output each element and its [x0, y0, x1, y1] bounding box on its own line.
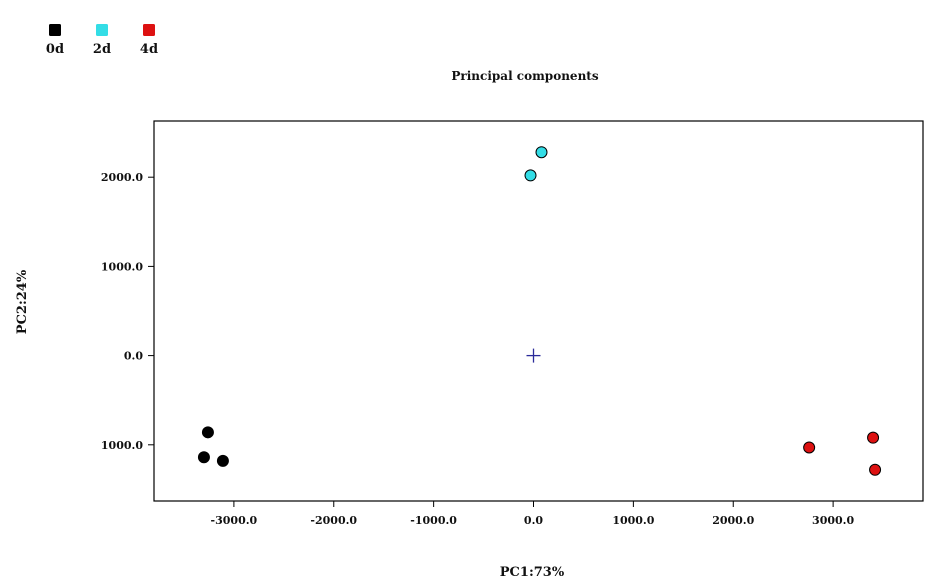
legend-label-2d: 2d: [93, 42, 111, 57]
x-tick-label: -1000.0: [410, 514, 457, 527]
legend-label-4d: 4d: [140, 42, 158, 57]
point-4d-1: [803, 441, 816, 454]
data-points: [197, 146, 882, 476]
point-0d-1: [201, 426, 214, 439]
y-tick-label: 1000.0: [101, 439, 143, 452]
x-tick-label: -2000.0: [310, 514, 357, 527]
origin-marker: [526, 348, 541, 363]
chart-title: Principal components: [451, 69, 598, 83]
x-axis-ticks: -3000.0 -2000.0 -1000.0 0.0 1000.0 2000.0 3000…: [211, 501, 855, 527]
point-0d-3: [216, 454, 229, 467]
x-tick-label: 1000.0: [612, 514, 654, 527]
point-0d-2: [197, 451, 210, 464]
x-tick-label: 0.0: [524, 514, 543, 527]
x-axis-title: PC1:73%: [500, 565, 565, 580]
point-4d-2: [867, 431, 880, 444]
point-2d-2: [524, 169, 537, 182]
y-axis-title: PC2:24%: [15, 269, 30, 334]
x-tick-label: 2000.0: [712, 514, 754, 527]
legend: 0d 2d 4d: [46, 24, 158, 57]
y-tick-label: 0.0: [124, 350, 143, 363]
legend-swatch-2d: [96, 24, 108, 36]
point-2d-1: [535, 146, 548, 159]
x-tick-label: 3000.0: [812, 514, 854, 527]
x-tick-label: -3000.0: [211, 514, 258, 527]
legend-swatch-0d: [49, 24, 61, 36]
y-axis-ticks: 2000.0 1000.0 0.0 1000.0: [101, 171, 154, 452]
y-tick-label: 2000.0: [101, 171, 143, 184]
legend-label-0d: 0d: [46, 42, 64, 57]
y-tick-label: 1000.0: [101, 260, 143, 273]
plot-frame: [153, 120, 924, 502]
legend-swatch-4d: [143, 24, 155, 36]
point-4d-3: [869, 463, 882, 476]
